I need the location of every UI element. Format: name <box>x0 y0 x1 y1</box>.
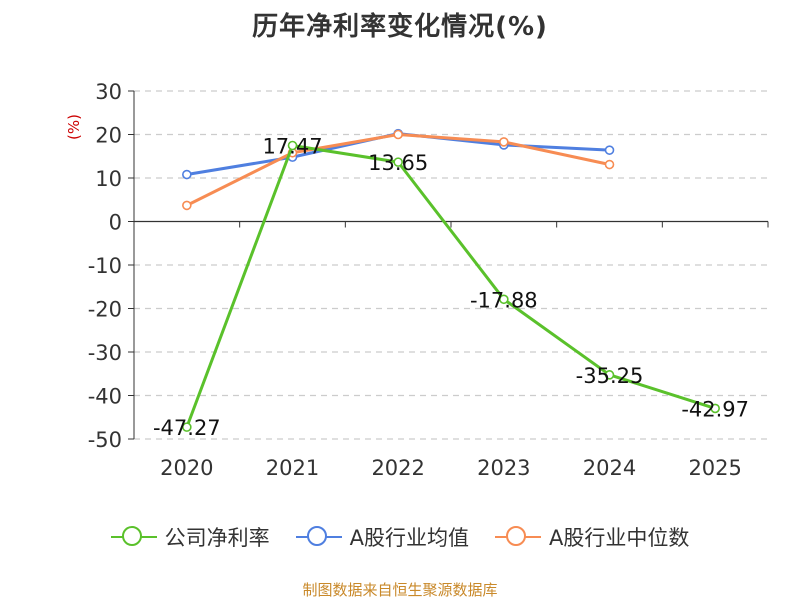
data-point[interactable] <box>393 157 403 167</box>
series-lines <box>182 128 720 432</box>
x-tick-label: 2020 <box>160 456 213 480</box>
legend-item-industry-median[interactable]: A股行业中位数 <box>495 522 689 552</box>
y-tick-label: 10 <box>95 167 122 191</box>
y-tick-label: 0 <box>109 211 122 235</box>
legend-label-industry-mean: A股行业均值 <box>349 526 469 550</box>
legend-swatch-industry-median <box>495 525 541 549</box>
x-tick-label: 2025 <box>688 456 741 480</box>
data-point[interactable] <box>182 200 192 211</box>
legend-item-industry-mean[interactable]: A股行业均值 <box>295 522 469 552</box>
y-tick-label: 20 <box>95 124 122 148</box>
data-point[interactable] <box>182 169 192 180</box>
legend-swatch-company <box>110 525 157 549</box>
data-labels: -47.27 17.47 13.65 -17.88 -35.25 -42.97 <box>153 135 749 441</box>
data-point[interactable] <box>393 129 403 140</box>
axes: 30 20 10 0 -10 -20 -30 -40 -50 2020 2021 2022 2023 20… <box>88 80 769 480</box>
data-point[interactable] <box>604 145 615 155</box>
data-point[interactable] <box>604 370 615 380</box>
y-tick-label: -50 <box>88 428 122 452</box>
data-point[interactable] <box>287 140 298 151</box>
legend-label-industry-median: A股行业中位数 <box>549 526 690 550</box>
data-label: -47.27 <box>153 416 221 440</box>
legend-label-company: 公司净利率 <box>164 526 270 550</box>
data-label: -42.97 <box>681 397 749 421</box>
y-tick-label: 30 <box>95 80 122 104</box>
x-tick-label: 2023 <box>477 456 530 480</box>
data-label: 13.65 <box>368 151 428 175</box>
data-label: -35.25 <box>576 364 644 388</box>
data-point[interactable] <box>499 137 509 147</box>
y-tick-label: -40 <box>88 385 122 409</box>
data-point[interactable] <box>499 294 509 305</box>
x-tick-label: 2024 <box>583 456 636 480</box>
y-tick-label: -10 <box>88 254 122 278</box>
data-point[interactable] <box>182 422 192 432</box>
x-tick-label: 2022 <box>371 456 424 480</box>
source-note: 制图数据来自恒生聚源数据库 <box>302 581 498 599</box>
y-axis-label: (%) <box>65 114 83 140</box>
gridlines <box>134 90 768 440</box>
legend-item-company[interactable]: 公司净利率 <box>110 522 270 552</box>
x-tick-label: 2021 <box>266 456 319 480</box>
legend-swatch-industry-mean <box>295 525 342 549</box>
y-tick-label: -20 <box>88 298 122 322</box>
chart-title: 历年净利率变化情况(%) <box>252 12 548 42</box>
data-label: -17.88 <box>470 288 538 312</box>
legend: 公司净利率 A股行业均值 A股行业中位数 <box>0 522 800 552</box>
data-point[interactable] <box>710 403 720 414</box>
y-tick-label: -30 <box>88 341 122 365</box>
data-label: 17.47 <box>262 135 322 159</box>
data-point[interactable] <box>604 159 615 170</box>
series-line-0 <box>185 144 716 428</box>
